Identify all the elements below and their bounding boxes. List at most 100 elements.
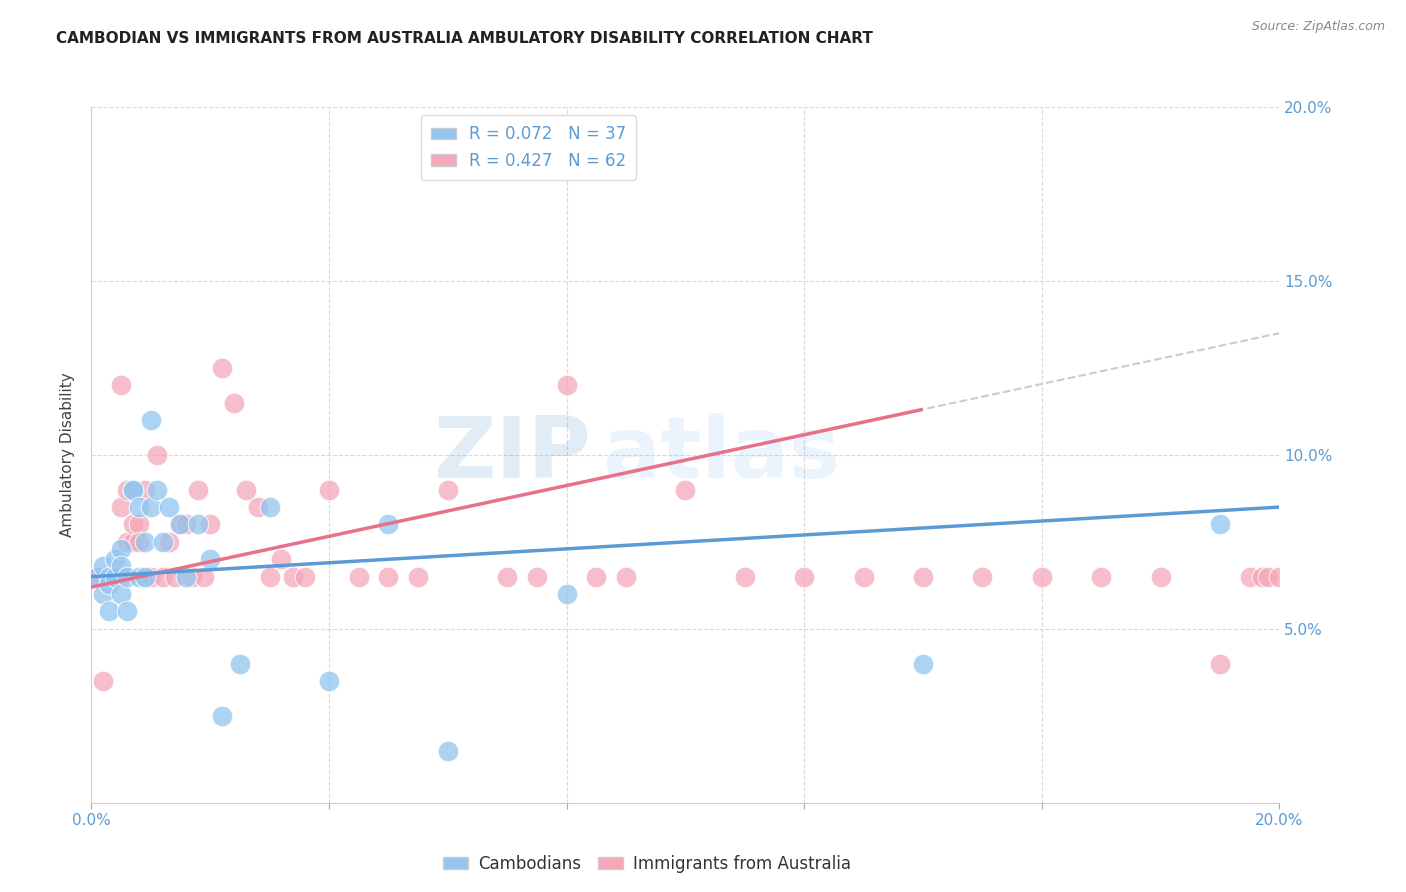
Point <box>98 570 121 584</box>
Point <box>163 570 186 584</box>
Point <box>347 570 370 584</box>
Point <box>911 570 934 584</box>
Text: ZIP: ZIP <box>433 413 591 497</box>
Point <box>122 483 145 497</box>
Point <box>211 708 233 723</box>
Point <box>152 534 174 549</box>
Text: Source: ZipAtlas.com: Source: ZipAtlas.com <box>1251 20 1385 33</box>
Point <box>98 576 121 591</box>
Point <box>246 500 269 514</box>
Point <box>122 483 145 497</box>
Point <box>98 570 121 584</box>
Point <box>1090 570 1112 584</box>
Point <box>211 360 233 375</box>
Point <box>406 570 429 584</box>
Point <box>294 570 316 584</box>
Point <box>134 570 156 584</box>
Point <box>436 744 458 758</box>
Point <box>128 517 150 532</box>
Point <box>128 500 150 514</box>
Point <box>200 517 222 532</box>
Point <box>115 534 138 549</box>
Point <box>1250 570 1272 584</box>
Point <box>169 517 191 532</box>
Point <box>614 570 637 584</box>
Point <box>157 534 180 549</box>
Point <box>122 534 145 549</box>
Point <box>122 517 145 532</box>
Point <box>104 570 127 584</box>
Point <box>86 570 108 584</box>
Point <box>139 500 162 514</box>
Point <box>104 552 127 566</box>
Point <box>128 570 150 584</box>
Point <box>377 517 399 532</box>
Point <box>145 448 167 462</box>
Point <box>259 570 281 584</box>
Point <box>110 570 132 584</box>
Point <box>229 657 252 671</box>
Point <box>187 483 209 497</box>
Text: atlas: atlas <box>602 413 841 497</box>
Point <box>911 657 934 671</box>
Point <box>98 570 121 584</box>
Point <box>1209 517 1232 532</box>
Point <box>1268 570 1291 584</box>
Point <box>110 378 132 392</box>
Point <box>1239 570 1261 584</box>
Point <box>235 483 257 497</box>
Point <box>793 570 815 584</box>
Point <box>104 570 127 584</box>
Point <box>91 570 114 584</box>
Point <box>270 552 292 566</box>
Point <box>86 570 108 584</box>
Point <box>1209 657 1232 671</box>
Point <box>115 483 138 497</box>
Point <box>91 674 114 689</box>
Point <box>98 605 121 619</box>
Point <box>555 378 578 392</box>
Point <box>318 483 340 497</box>
Point <box>377 570 399 584</box>
Point <box>176 517 198 532</box>
Point <box>673 483 696 497</box>
Point <box>115 605 138 619</box>
Point <box>86 570 108 584</box>
Y-axis label: Ambulatory Disability: Ambulatory Disability <box>60 373 76 537</box>
Point <box>187 517 209 532</box>
Point <box>134 570 156 584</box>
Point <box>157 500 180 514</box>
Point <box>139 570 162 584</box>
Point <box>734 570 756 584</box>
Point <box>91 559 114 574</box>
Legend: R = 0.072   N = 37, R = 0.427   N = 62: R = 0.072 N = 37, R = 0.427 N = 62 <box>420 115 636 179</box>
Point <box>115 570 138 584</box>
Point <box>134 534 156 549</box>
Point <box>169 517 191 532</box>
Point <box>436 483 458 497</box>
Point <box>496 570 519 584</box>
Point <box>526 570 548 584</box>
Point <box>145 483 167 497</box>
Point <box>555 587 578 601</box>
Point <box>110 500 132 514</box>
Point <box>852 570 875 584</box>
Point <box>181 570 204 584</box>
Point <box>128 534 150 549</box>
Point <box>1257 570 1279 584</box>
Point <box>1149 570 1171 584</box>
Legend: Cambodians, Immigrants from Australia: Cambodians, Immigrants from Australia <box>436 848 858 880</box>
Text: CAMBODIAN VS IMMIGRANTS FROM AUSTRALIA AMBULATORY DISABILITY CORRELATION CHART: CAMBODIAN VS IMMIGRANTS FROM AUSTRALIA A… <box>56 31 873 46</box>
Point <box>1031 570 1053 584</box>
Point <box>318 674 340 689</box>
Point <box>193 570 215 584</box>
Point <box>176 570 198 584</box>
Point <box>139 413 162 427</box>
Point <box>222 396 245 410</box>
Point <box>91 587 114 601</box>
Point <box>972 570 994 584</box>
Point <box>134 483 156 497</box>
Point <box>200 552 222 566</box>
Point <box>110 587 132 601</box>
Point <box>585 570 607 584</box>
